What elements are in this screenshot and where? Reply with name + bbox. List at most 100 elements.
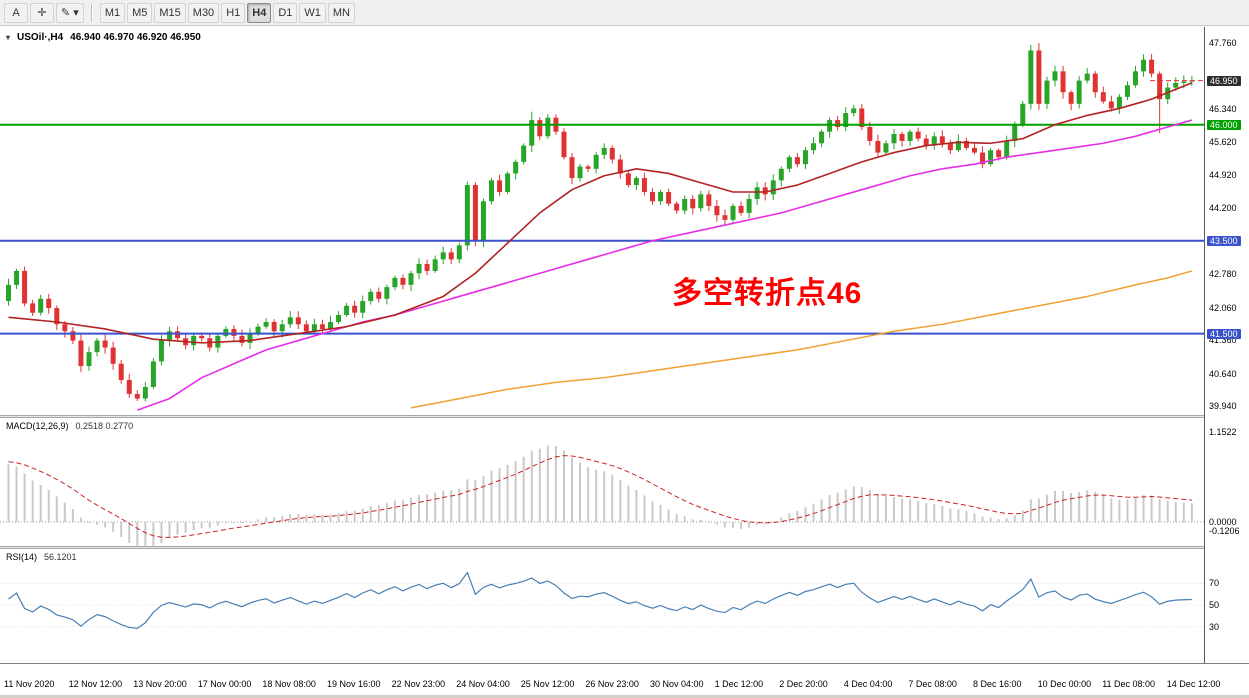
macd-histogram-bar: [184, 522, 187, 533]
macd-histogram-bar: [136, 522, 139, 548]
macd-histogram-bar: [345, 511, 348, 522]
axis-label: 50: [1209, 600, 1220, 610]
rsi-chart[interactable]: [0, 549, 1204, 663]
time-axis-label: 1 Dec 12:00: [714, 679, 764, 689]
macd-histogram-bar: [981, 516, 984, 522]
rsi-panel[interactable]: RSI(14) 56.1201: [0, 549, 1204, 663]
macd-histogram-bar: [23, 473, 26, 522]
time-axis[interactable]: 11 Nov 2020 12 Nov 12:00 13 Nov 20:00 17 No…: [0, 663, 1249, 695]
tf-button-h1[interactable]: H1: [221, 2, 246, 23]
axis-label: 0.0000: [1209, 517, 1237, 527]
draw-tool-button[interactable]: ✎ ▾: [56, 2, 84, 23]
macd-histogram-bar: [1005, 518, 1008, 522]
macd-histogram-bar: [917, 500, 920, 522]
macd-histogram-bar: [337, 513, 340, 522]
macd-histogram-bar: [957, 509, 960, 522]
tf-button-m15[interactable]: M15: [154, 2, 186, 23]
macd-histogram-bar: [860, 487, 863, 522]
toolbar-separator: [90, 3, 93, 22]
crosshair-icon: ✛: [37, 6, 47, 19]
macd-histogram-bar: [812, 503, 815, 522]
macd-histogram-bar: [55, 496, 58, 522]
macd-histogram-bar: [691, 519, 694, 522]
macd-histogram-bar: [909, 499, 912, 522]
macd-histogram-bar: [305, 514, 308, 522]
price-axis[interactable]: 47.760 46.340 45.620 44.920 44.200 42.780 42.0…: [1204, 27, 1249, 663]
axis-label: 30: [1209, 621, 1220, 632]
tf-button-m30[interactable]: M30: [187, 2, 220, 23]
axis-label: 42.780: [1209, 269, 1237, 280]
macd-histogram-bar: [385, 503, 388, 522]
macd-histogram-bar: [1118, 499, 1121, 522]
chevron-down-icon: ▾: [6, 33, 11, 42]
macd-histogram-bar: [587, 467, 590, 522]
macd-histogram-bar: [1029, 499, 1032, 522]
macd-histogram-bar: [1190, 503, 1193, 522]
tf-button-mn[interactable]: MN: [327, 2, 355, 23]
macd-panel[interactable]: MACD(12,26,9) 0.2518 0.2770: [0, 418, 1204, 551]
macd-histogram-bar: [240, 522, 243, 523]
macd-histogram-bar: [933, 504, 936, 522]
macd-histogram-bar: [707, 521, 710, 523]
axis-label: 1.1522: [1209, 427, 1237, 438]
macd-histogram-bar: [941, 505, 944, 522]
macd-histogram-bar: [538, 448, 541, 522]
macd-histogram-bar: [1013, 515, 1016, 522]
axis-label: 40.640: [1209, 368, 1237, 379]
macd-histogram-bar: [112, 522, 115, 532]
macd-histogram-bar: [1150, 495, 1153, 522]
tf-button-m1[interactable]: M1: [99, 2, 126, 23]
main-chart-panel[interactable]: ▾ USOil·,H4 46.940 46.970 46.920 46.950 …: [0, 27, 1204, 415]
candlestick-series: [6, 43, 1195, 402]
macd-histogram-bar: [442, 490, 445, 522]
crosshair-tool-button[interactable]: ✛: [30, 2, 54, 23]
macd-histogram-bar: [868, 489, 871, 522]
macd-histogram-bar: [1158, 499, 1161, 522]
macd-histogram-bar: [1182, 502, 1185, 522]
macd-histogram-bar: [571, 457, 573, 522]
time-axis-label: 8 Dec 16:00: [973, 679, 1022, 689]
macd-histogram-bar: [780, 517, 783, 522]
rsi-line: [8, 571, 1192, 629]
macd-signal-line: [8, 455, 1192, 538]
time-axis-label: 2 Dec 20:00: [779, 679, 828, 689]
macd-histogram-bar: [1062, 490, 1065, 522]
macd-histogram-bar: [313, 514, 316, 522]
axis-label: 39.940: [1209, 401, 1237, 411]
macd-histogram-bar: [1094, 491, 1097, 522]
chevron-down-icon: ▾: [73, 6, 79, 19]
macd-histogram-bar: [836, 492, 839, 522]
macd-histogram-bar: [63, 502, 66, 522]
macd-histogram-bar: [514, 461, 517, 522]
time-axis-label: 11 Nov 2020: [4, 679, 55, 689]
panel-splitter[interactable]: [0, 415, 1249, 418]
macd-histogram-bar: [1174, 501, 1177, 522]
ma-orange-line: [410, 270, 1193, 409]
macd-histogram-bar: [1037, 498, 1040, 522]
macd-histogram-bar: [659, 504, 662, 522]
cursor-tool-button[interactable]: A: [4, 2, 28, 23]
macd-histogram-bar: [595, 469, 598, 522]
tf-button-m5[interactable]: M5: [127, 2, 153, 23]
macd-histogram-bar: [96, 522, 99, 525]
time-axis-label: 14 Dec 12:00: [1166, 679, 1221, 689]
macd-histogram-bar: [973, 513, 976, 522]
candlestick-chart[interactable]: [0, 27, 1204, 415]
macd-histogram-bar: [1078, 491, 1081, 522]
macd-histogram-bar: [482, 476, 485, 522]
macd-histogram-bar: [643, 495, 646, 522]
macd-histogram-bar: [1045, 494, 1048, 522]
macd-histogram-bar: [764, 522, 767, 525]
macd-chart[interactable]: [0, 418, 1204, 551]
time-axis-label: 12 Nov 12:00: [68, 679, 123, 689]
time-axis-label: 19 Nov 16:00: [327, 679, 381, 689]
macd-histogram-bar: [804, 507, 807, 522]
tf-button-w1[interactable]: W1: [299, 2, 326, 23]
tf-button-d1[interactable]: D1: [273, 2, 298, 23]
macd-histogram-bar: [289, 514, 292, 522]
panel-splitter[interactable]: [0, 546, 1249, 549]
macd-histogram-bar: [369, 506, 372, 522]
tf-button-h4[interactable]: H4: [247, 2, 272, 23]
macd-histogram-bar: [410, 497, 412, 522]
macd-histogram-bar: [852, 486, 855, 522]
